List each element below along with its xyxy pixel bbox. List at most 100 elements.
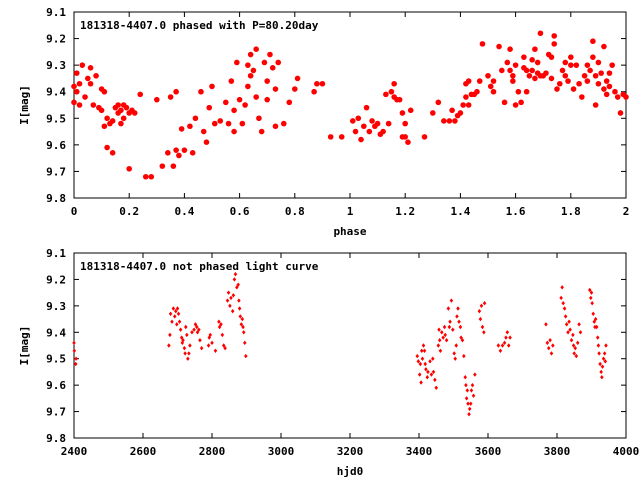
unphased-data-point (74, 356, 78, 361)
unphased-data-point (440, 330, 444, 335)
unphased-data-point (190, 330, 194, 335)
phased-data-point (239, 120, 246, 127)
phased-data-point (363, 104, 370, 111)
unphased-plot-frame (73, 252, 627, 439)
phased-data-point (612, 88, 618, 95)
unphased-data-point (237, 298, 241, 303)
unphased-data-point (588, 287, 592, 293)
phased-data-point (209, 83, 215, 90)
phased-data-point (529, 57, 535, 63)
phased-data-point (460, 102, 466, 108)
phased-data-point (76, 102, 83, 108)
phased-data-point (435, 99, 442, 106)
unphased-y-tick-label: 9.2 (46, 273, 66, 286)
unphased-data-point (564, 322, 569, 327)
phased-data-point (523, 88, 530, 95)
phased-data-point (465, 78, 472, 84)
phased-y-tick-label: 9.2 (46, 33, 66, 46)
unphased-data-point (437, 327, 441, 332)
phased-chart-title: 181318-4407.0 phased with P=80.20day (80, 19, 319, 32)
unphased-data-point (447, 324, 452, 330)
phased-data-point (225, 120, 232, 127)
unphased-data-point (498, 348, 503, 353)
phased-data-point (407, 107, 414, 114)
phased-data-point (198, 88, 204, 95)
phased-data-point (601, 43, 607, 50)
phased-data-point (258, 128, 265, 135)
phased-data-point (269, 65, 276, 71)
unphased-data-point (240, 316, 245, 322)
phased-data-point (311, 88, 317, 95)
unphased-data-point (602, 351, 607, 356)
phased-data-point (82, 94, 88, 100)
phased-data-point (562, 72, 569, 79)
unphased-data-point (225, 298, 230, 303)
phased-data-point (101, 123, 108, 130)
unphased-data-point (598, 361, 602, 367)
unphased-data-point (599, 369, 603, 375)
unphased-data-point (186, 356, 190, 361)
unphased-data-point (442, 324, 447, 330)
unphased-data-point (170, 319, 174, 324)
phased-data-point (521, 54, 527, 60)
phased-data-point (474, 88, 480, 95)
phased-x-tick-label: 1.8 (561, 205, 581, 218)
unphased-data-point (441, 335, 445, 340)
phased-data-point (338, 134, 345, 140)
unphased-data-point (167, 343, 171, 348)
phased-data-point (510, 78, 516, 84)
unphased-data-point (569, 338, 574, 343)
phased-data-point (206, 104, 213, 111)
unphased-data-point (470, 382, 475, 388)
phased-data-point (518, 99, 524, 106)
unphased-y-tick-label: 9.3 (46, 300, 66, 313)
phased-data-point (581, 72, 588, 79)
phased-data-point (565, 78, 571, 84)
unphased-y-tick-label: 9.8 (46, 432, 66, 445)
unphased-data-point (176, 311, 181, 316)
unphased-data-point (446, 306, 451, 311)
unphased-data-point (184, 324, 188, 330)
phased-data-point (551, 41, 558, 47)
unphased-data-point (429, 372, 434, 377)
phased-data-point (579, 94, 585, 100)
phased-x-tick-label: 0.2 (119, 205, 139, 218)
phased-data-point (441, 118, 447, 124)
unphased-data-point (219, 322, 223, 327)
phased-data-point (236, 96, 243, 103)
unphased-data-point (463, 375, 467, 380)
unphased-data-point (241, 330, 246, 335)
unphased-y-tick-label: 9.6 (46, 379, 66, 392)
phased-data-point (402, 120, 409, 127)
phased-data-point (617, 110, 624, 116)
unphased-data-point (601, 356, 606, 361)
unphased-data-point (504, 335, 508, 340)
phased-data-point (200, 128, 207, 135)
phased-data-point (595, 80, 602, 87)
unphased-data-point (451, 327, 455, 332)
unphased-data-point (177, 319, 182, 324)
phased-x-tick-label: 2 (623, 205, 630, 218)
unphased-data-point (206, 343, 211, 348)
unphased-data-point (181, 338, 185, 343)
phased-y-axis-label: I[mag] (18, 85, 31, 125)
unphased-y-tick-label: 9.4 (46, 326, 66, 339)
phased-data-point (247, 51, 254, 58)
phased-data-point (173, 88, 179, 95)
unphased-data-point (443, 332, 447, 338)
unphased-data-point (422, 348, 427, 353)
phased-data-point (118, 107, 124, 114)
unphased-data-point (424, 367, 428, 372)
phased-data-point (515, 88, 522, 95)
phased-data-point (131, 110, 138, 116)
unphased-y-axis-label: I[mag] (18, 326, 31, 366)
unphased-x-tick-label: 2600 (130, 445, 157, 458)
phased-data-point (421, 134, 428, 140)
phased-data-point (399, 110, 406, 116)
phased-data-point (361, 123, 367, 130)
unphased-data-point (560, 285, 564, 290)
unphased-data-point (480, 324, 485, 330)
phased-data-point (280, 120, 287, 127)
unphased-data-point (559, 295, 563, 301)
unphased-data-point (168, 311, 173, 316)
